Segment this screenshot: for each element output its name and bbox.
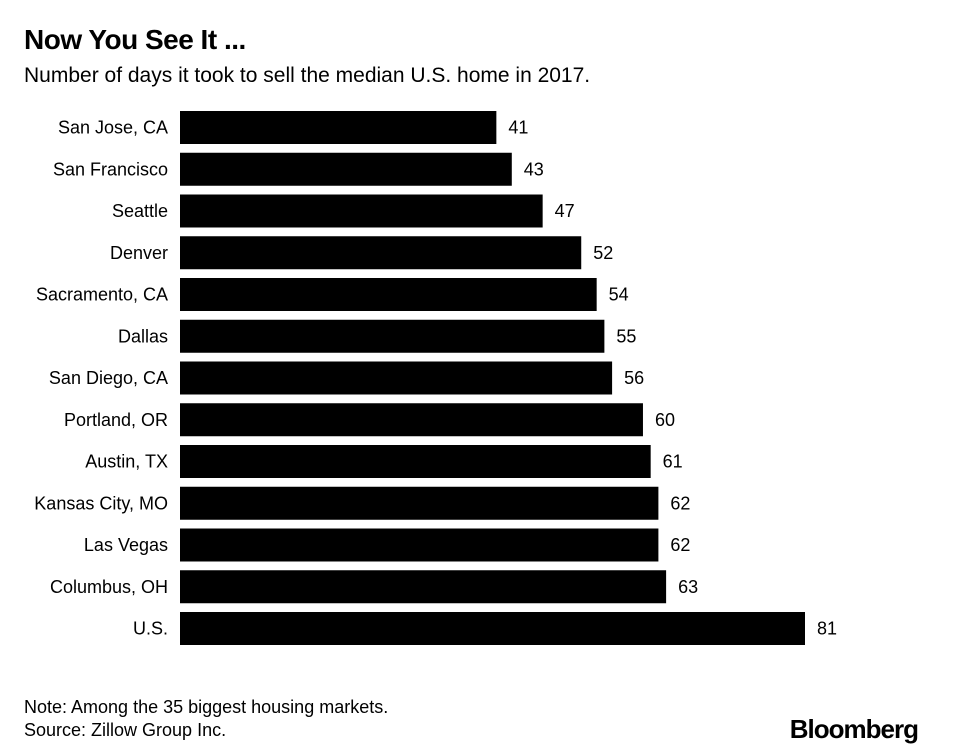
category-label: San Jose, CA: [58, 118, 168, 138]
value-label: 62: [670, 535, 690, 555]
category-label: U.S.: [133, 619, 168, 639]
category-label: Sacramento, CA: [36, 285, 168, 305]
value-label: 43: [524, 159, 544, 179]
value-label: 61: [663, 452, 683, 472]
bar: [180, 570, 667, 604]
category-label: Las Vegas: [84, 535, 168, 555]
bar: [180, 361, 613, 395]
bloomberg-logo: Bloomberg: [789, 714, 919, 744]
bar: [180, 278, 597, 311]
value-label: 60: [655, 410, 675, 430]
value-label: 62: [670, 493, 690, 513]
value-label: 81: [817, 619, 837, 639]
bar: [180, 111, 497, 144]
bar: [180, 486, 659, 520]
category-label: Dallas: [118, 326, 168, 346]
category-label: San Francisco: [53, 159, 168, 179]
category-label: Austin, TX: [85, 452, 168, 472]
bar: [180, 403, 643, 437]
chart-title: Now You See It ...: [24, 24, 246, 55]
value-label: 63: [678, 577, 698, 597]
chart-note: Note: Among the 35 biggest housing marke…: [24, 697, 389, 717]
bar: [180, 319, 605, 353]
category-label: Kansas City, MO: [34, 493, 168, 513]
category-label: Seattle: [112, 201, 168, 221]
category-label: San Diego, CA: [49, 368, 168, 388]
category-label: Portland, OR: [64, 410, 168, 430]
bar: [180, 528, 659, 562]
chart-subtitle: Number of days it took to sell the media…: [24, 64, 591, 87]
value-label: 52: [593, 243, 613, 263]
value-label: 54: [609, 285, 629, 305]
value-label: 47: [555, 201, 575, 221]
value-label: 41: [508, 118, 528, 138]
bars-group: San Jose, CA 41 San Francisco 43 Seattle 47 De…: [34, 111, 837, 645]
category-label: Columbus, OH: [50, 577, 168, 597]
chart-source: Source: Zillow Group Inc.: [24, 720, 227, 740]
bar: [180, 445, 651, 478]
bar: [180, 612, 805, 645]
bar-chart: San Jose, CA 41 San Francisco 43 Seattle 47 De…: [34, 111, 837, 645]
bar: [180, 236, 582, 270]
category-label: Denver: [110, 243, 168, 263]
bar: [180, 152, 512, 186]
value-label: 55: [616, 326, 636, 346]
bar: [180, 194, 543, 228]
value-label: 56: [624, 368, 644, 388]
